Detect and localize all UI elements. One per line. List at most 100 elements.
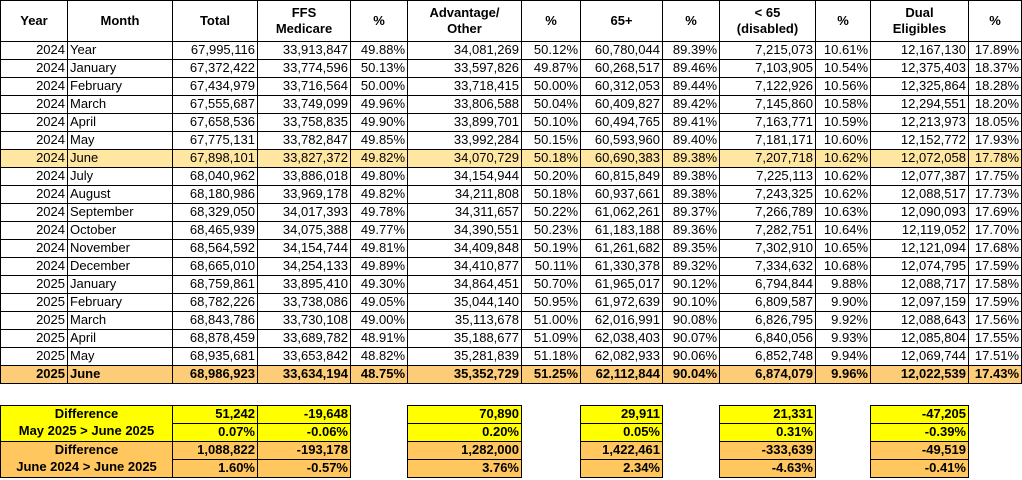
cell-age65[interactable]: 60,268,517 <box>580 59 663 78</box>
cell-dual-pct[interactable]: 17.93% <box>968 131 1022 150</box>
cell-adv[interactable]: 34,409,848 <box>407 239 522 258</box>
cell-age65[interactable]: 61,972,639 <box>580 293 663 312</box>
cell-age65-pct[interactable]: 90.10% <box>662 293 720 312</box>
cell-dual[interactable]: 12,069,744 <box>870 347 969 366</box>
cell-dual[interactable]: 12,090,093 <box>870 203 969 222</box>
cell-year[interactable]: 2025 <box>0 347 68 366</box>
cell-month[interactable]: December <box>67 257 173 276</box>
cell-under65-pct[interactable]: 10.62% <box>815 149 871 168</box>
cell-ffs[interactable]: 33,689,782 <box>257 329 351 348</box>
cell-age65[interactable]: 61,330,378 <box>580 257 663 276</box>
cell-ffs-pct[interactable]: 49.90% <box>350 113 408 132</box>
cell-adv-pct[interactable]: 49.87% <box>521 59 581 78</box>
cell-under65[interactable]: 6,874,079 <box>719 365 816 384</box>
cell-under65-pct[interactable]: 9.96% <box>815 365 871 384</box>
cell-ffs[interactable]: 33,895,410 <box>257 275 351 294</box>
cell-under65-pct[interactable]: 10.59% <box>815 113 871 132</box>
cell-age65-pct[interactable]: 90.12% <box>662 275 720 294</box>
cell-ffs[interactable]: 33,730,108 <box>257 311 351 330</box>
cell-under65-pct[interactable]: 10.62% <box>815 167 871 186</box>
cell-ffs-pct[interactable]: 49.96% <box>350 95 408 114</box>
cell-adv-pct[interactable]: 51.25% <box>521 365 581 384</box>
cell-ffs-pct[interactable]: 48.82% <box>350 347 408 366</box>
cell-adv[interactable]: 34,211,808 <box>407 185 522 204</box>
cell-under65-pct[interactable]: 9.88% <box>815 275 871 294</box>
cell-adv-pct[interactable]: 50.04% <box>521 95 581 114</box>
cell-adv[interactable]: 34,864,451 <box>407 275 522 294</box>
cell-dual[interactable]: 12,121,094 <box>870 239 969 258</box>
summary-diff-adv[interactable]: 1,282,000 <box>407 441 522 460</box>
cell-total[interactable]: 68,935,681 <box>172 347 258 366</box>
cell-age65[interactable]: 61,062,261 <box>580 203 663 222</box>
cell-under65-pct[interactable]: 10.64% <box>815 221 871 240</box>
cell-age65-pct[interactable]: 89.37% <box>662 203 720 222</box>
cell-dual[interactable]: 12,119,052 <box>870 221 969 240</box>
cell-adv-pct[interactable]: 50.00% <box>521 77 581 96</box>
cell-age65[interactable]: 60,409,827 <box>580 95 663 114</box>
cell-ffs[interactable]: 33,969,178 <box>257 185 351 204</box>
summary-diff-dual[interactable]: -49,519 <box>870 441 969 460</box>
cell-ffs[interactable]: 33,758,835 <box>257 113 351 132</box>
cell-adv[interactable]: 35,044,140 <box>407 293 522 312</box>
cell-dual[interactable]: 12,088,517 <box>870 185 969 204</box>
cell-adv[interactable]: 34,070,729 <box>407 149 522 168</box>
cell-under65-pct[interactable]: 10.62% <box>815 185 871 204</box>
cell-total[interactable]: 67,372,422 <box>172 59 258 78</box>
cell-ffs-pct[interactable]: 49.77% <box>350 221 408 240</box>
cell-total[interactable]: 67,658,536 <box>172 113 258 132</box>
cell-adv[interactable]: 35,352,729 <box>407 365 522 384</box>
cell-age65-pct[interactable]: 90.04% <box>662 365 720 384</box>
cell-age65[interactable]: 60,593,960 <box>580 131 663 150</box>
cell-total[interactable]: 68,986,923 <box>172 365 258 384</box>
summary-diff-under65[interactable]: -333,639 <box>719 441 816 460</box>
cell-adv[interactable]: 34,154,944 <box>407 167 522 186</box>
cell-total[interactable]: 68,564,592 <box>172 239 258 258</box>
cell-under65[interactable]: 7,163,771 <box>719 113 816 132</box>
cell-age65-pct[interactable]: 90.06% <box>662 347 720 366</box>
cell-dual-pct[interactable]: 18.05% <box>968 113 1022 132</box>
cell-dual[interactable]: 12,294,551 <box>870 95 969 114</box>
cell-dual[interactable]: 12,077,387 <box>870 167 969 186</box>
cell-total[interactable]: 67,995,116 <box>172 41 258 60</box>
cell-under65[interactable]: 6,794,844 <box>719 275 816 294</box>
cell-adv-pct[interactable]: 50.18% <box>521 149 581 168</box>
cell-under65[interactable]: 7,266,789 <box>719 203 816 222</box>
cell-under65[interactable]: 7,181,171 <box>719 131 816 150</box>
cell-year[interactable]: 2024 <box>0 41 68 60</box>
cell-ffs-pct[interactable]: 49.82% <box>350 185 408 204</box>
summary-pct-total[interactable]: 0.07% <box>172 423 258 442</box>
cell-under65-pct[interactable]: 10.58% <box>815 95 871 114</box>
cell-age65-pct[interactable]: 89.41% <box>662 113 720 132</box>
cell-year[interactable]: 2025 <box>0 275 68 294</box>
cell-ffs[interactable]: 34,254,133 <box>257 257 351 276</box>
summary-diff-adv[interactable]: 70,890 <box>407 405 522 424</box>
summary-diff-ffs[interactable]: -19,648 <box>257 405 351 424</box>
cell-adv[interactable]: 33,899,701 <box>407 113 522 132</box>
cell-ffs[interactable]: 33,774,596 <box>257 59 351 78</box>
cell-ffs-pct[interactable]: 48.91% <box>350 329 408 348</box>
cell-adv-pct[interactable]: 50.23% <box>521 221 581 240</box>
cell-ffs[interactable]: 33,827,372 <box>257 149 351 168</box>
summary-diff-ffs[interactable]: -193,178 <box>257 441 351 460</box>
cell-year[interactable]: 2025 <box>0 329 68 348</box>
summary-pct-adv[interactable]: 3.76% <box>407 459 522 478</box>
cell-dual[interactable]: 12,167,130 <box>870 41 969 60</box>
cell-age65-pct[interactable]: 89.38% <box>662 167 720 186</box>
cell-under65[interactable]: 7,302,910 <box>719 239 816 258</box>
cell-year[interactable]: 2024 <box>0 221 68 240</box>
summary-pct-age65[interactable]: 2.34% <box>580 459 663 478</box>
cell-ffs[interactable]: 34,075,388 <box>257 221 351 240</box>
cell-adv-pct[interactable]: 50.70% <box>521 275 581 294</box>
cell-month[interactable]: May <box>67 347 173 366</box>
cell-total[interactable]: 68,782,226 <box>172 293 258 312</box>
cell-adv[interactable]: 33,597,826 <box>407 59 522 78</box>
cell-ffs-pct[interactable]: 49.00% <box>350 311 408 330</box>
cell-ffs-pct[interactable]: 49.88% <box>350 41 408 60</box>
cell-month[interactable]: July <box>67 167 173 186</box>
cell-dual-pct[interactable]: 17.43% <box>968 365 1022 384</box>
cell-year[interactable]: 2024 <box>0 95 68 114</box>
cell-under65[interactable]: 7,122,926 <box>719 77 816 96</box>
cell-under65-pct[interactable]: 10.54% <box>815 59 871 78</box>
cell-total[interactable]: 68,843,786 <box>172 311 258 330</box>
cell-dual-pct[interactable]: 17.78% <box>968 149 1022 168</box>
